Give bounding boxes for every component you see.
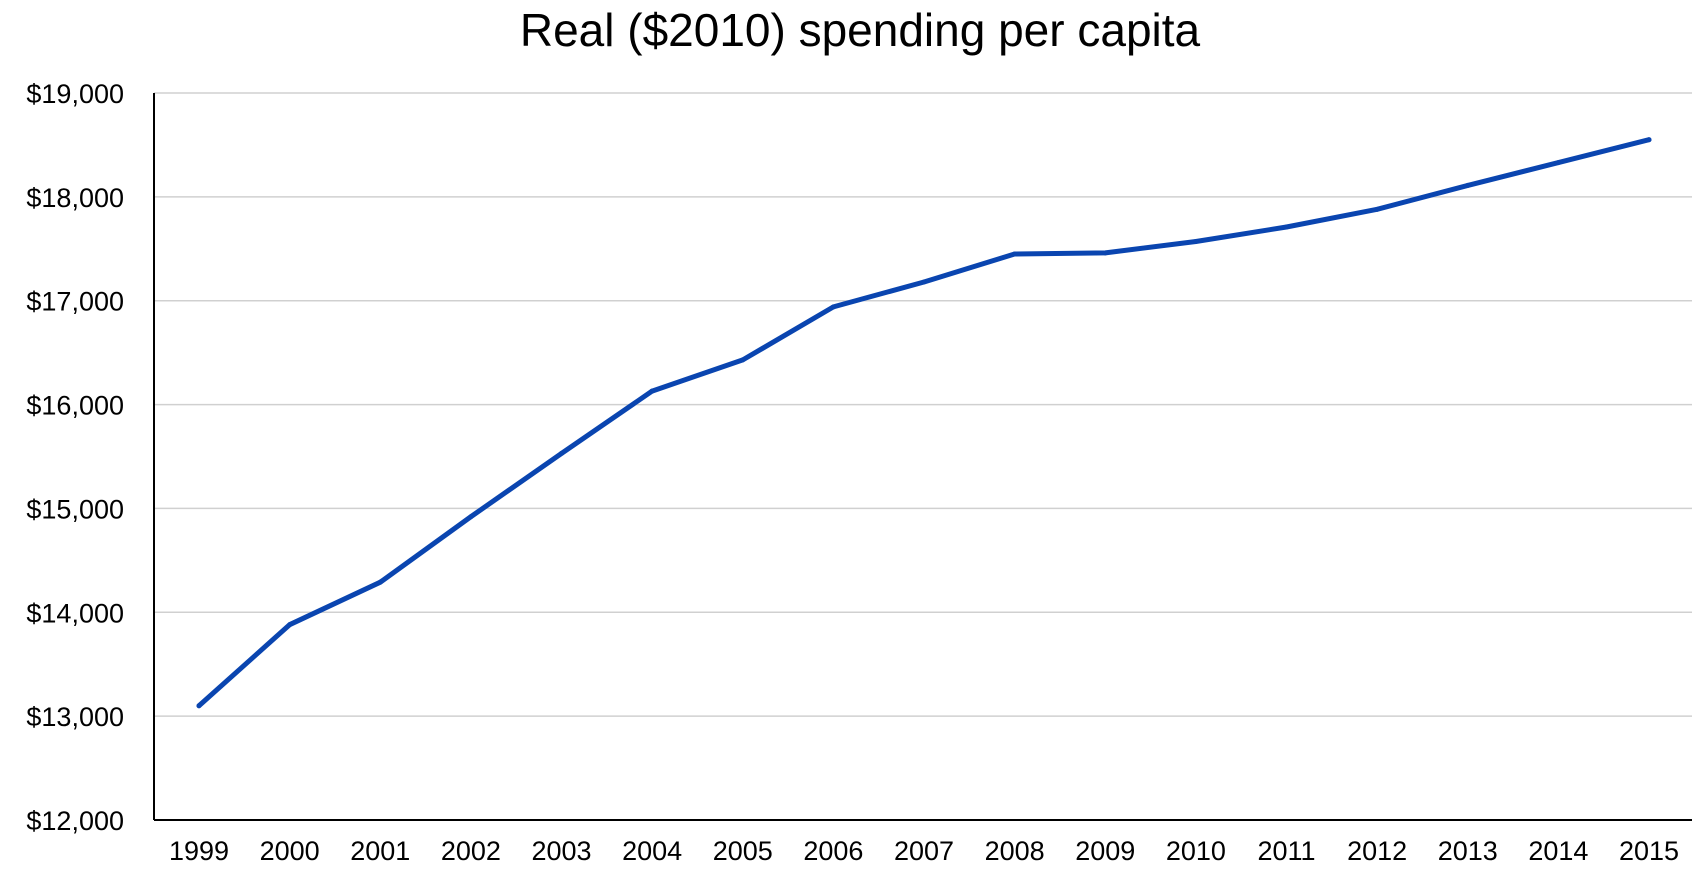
x-tick-label: 2010 [1166, 836, 1226, 866]
y-tick-label: $18,000 [26, 183, 124, 213]
y-axis-tick-labels: $12,000 $13,000 $14,000 $15,000 $16,000 $17,0… [26, 79, 124, 836]
x-tick-label: 2011 [1257, 836, 1315, 866]
data-point [1193, 239, 1199, 245]
data-point [196, 703, 202, 709]
axes [153, 93, 1692, 821]
data-point [921, 279, 927, 285]
data-point [559, 450, 564, 456]
data-point [1374, 206, 1380, 212]
x-tick-label: 2006 [803, 836, 863, 866]
chart-title: Real ($2010) spending per capita [520, 4, 1201, 56]
x-tick-label: 2001 [350, 836, 410, 866]
x-tick-label: 2014 [1528, 836, 1588, 866]
y-tick-label: $17,000 [26, 287, 124, 317]
x-tick-label: 2013 [1438, 836, 1498, 866]
x-tick-label: 2015 [1619, 836, 1679, 866]
x-axis-tick-labels: 1999 2000 2001 2002 2003 2004 2005 2006 2007 2008… [169, 836, 1679, 866]
x-tick-label: 2005 [713, 836, 773, 866]
x-tick-label: 2003 [531, 836, 591, 866]
x-tick-label: 2008 [985, 836, 1045, 866]
x-tick-label: 2012 [1347, 836, 1407, 866]
data-point [468, 514, 474, 520]
x-tick-label: 1999 [169, 836, 229, 866]
x-tick-label: 2000 [260, 836, 320, 866]
data-point [1012, 251, 1018, 257]
y-tick-label: $14,000 [26, 598, 124, 628]
data-point [1646, 137, 1652, 143]
series-line [196, 137, 1652, 709]
data-point [287, 622, 293, 628]
data-point [649, 388, 655, 394]
data-point [1284, 224, 1289, 230]
y-tick-label: $16,000 [26, 391, 124, 421]
data-point [830, 304, 836, 310]
data-point [1465, 182, 1471, 188]
gridlines [154, 92, 1692, 717]
x-tick-label: 2002 [441, 836, 501, 866]
data-point [1555, 160, 1561, 166]
data-point [377, 579, 383, 585]
x-tick-label: 2004 [622, 836, 682, 866]
y-tick-label: $13,000 [26, 702, 124, 732]
x-tick-label: 2009 [1075, 836, 1135, 866]
y-tick-label: $12,000 [26, 806, 124, 836]
data-point [1102, 250, 1108, 256]
y-tick-label: $19,000 [26, 79, 124, 109]
y-tick-label: $15,000 [26, 494, 124, 524]
x-tick-label: 2007 [894, 836, 954, 866]
data-point [740, 357, 746, 363]
series [196, 137, 1652, 709]
